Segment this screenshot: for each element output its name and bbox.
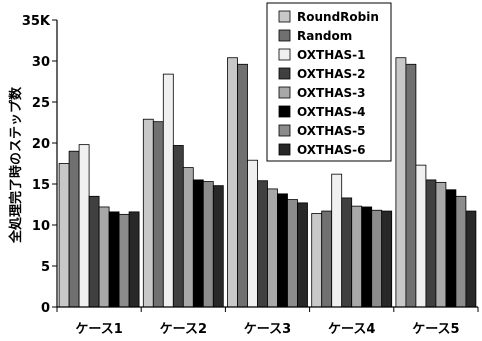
legend-swatch (278, 124, 291, 137)
bar (277, 193, 288, 308)
x-tick-label: ケース1 (75, 322, 122, 337)
bar (128, 211, 140, 308)
legend-label: OXTHAS-4 (297, 105, 366, 119)
bar (162, 73, 174, 308)
bar (435, 181, 447, 308)
bar (297, 202, 308, 308)
y-tick-label: 35K (22, 14, 51, 29)
bar (371, 209, 383, 308)
bar (237, 63, 248, 308)
bar (257, 180, 268, 308)
bar (351, 205, 363, 308)
y-axis: 0 5 10 15 20 25 30 35K (22, 14, 57, 316)
legend-label: Random (297, 29, 352, 43)
bar (361, 206, 373, 308)
legend-swatch (278, 86, 291, 99)
legend-swatch (278, 29, 291, 42)
legend-swatch (278, 105, 291, 118)
y-tick-label: 15 (32, 178, 50, 193)
legend-label: OXTHAS-5 (297, 124, 366, 138)
bar (405, 63, 417, 308)
bar (445, 189, 457, 308)
x-tick-label: ケース3 (244, 322, 291, 337)
y-tick-label: 25 (32, 96, 50, 111)
bar (415, 164, 427, 308)
y-tick-label: 30 (32, 55, 50, 70)
legend-label: OXTHAS-2 (297, 67, 366, 81)
bar (455, 195, 467, 308)
bar (152, 121, 164, 308)
legend-swatch (278, 48, 291, 61)
bar (321, 210, 333, 308)
y-tick-label: 0 (41, 301, 50, 316)
legend-swatch (278, 143, 291, 156)
x-axis: ケース1 ケース2 ケース3 ケース4 ケース5 (75, 322, 459, 337)
x-tick-label: ケース5 (412, 322, 459, 337)
legend-label: RoundRobin (297, 10, 379, 24)
bar (465, 210, 477, 308)
bar (395, 57, 407, 308)
bar (142, 118, 154, 308)
bar (182, 167, 194, 308)
bar (88, 195, 100, 308)
bar (58, 163, 70, 308)
y-tick-label: 5 (41, 260, 50, 275)
bar (331, 173, 343, 308)
bar (381, 210, 393, 308)
axes (56, 20, 479, 312)
bar (118, 213, 130, 308)
legend-label: OXTHAS-6 (297, 143, 366, 157)
bar (68, 150, 80, 308)
legend-label: OXTHAS-3 (297, 86, 366, 100)
legend-swatch (278, 67, 291, 80)
bar (227, 57, 238, 308)
y-axis-label: 全処理完了時のステップ数 (8, 86, 24, 244)
bar (341, 197, 353, 308)
bar (287, 199, 298, 308)
x-tick-label: ケース4 (328, 322, 375, 337)
bar (192, 179, 204, 308)
y-tick-label: 10 (32, 219, 50, 234)
legend: RoundRobin Random OXTHAS-1 OXTHAS-2 OXTHAS-3… (266, 2, 392, 162)
y-tick-label: 20 (32, 137, 50, 152)
bar (78, 144, 90, 308)
bar (425, 179, 437, 308)
bar (108, 211, 120, 308)
bar (98, 206, 110, 308)
x-tick-label: ケース2 (160, 322, 207, 337)
bar (202, 181, 214, 308)
bar (247, 159, 258, 308)
bar (172, 145, 184, 308)
legend-swatch (278, 10, 291, 23)
bar (311, 213, 323, 308)
bar (212, 185, 224, 308)
bar (267, 188, 278, 308)
legend-label: OXTHAS-1 (297, 48, 366, 62)
